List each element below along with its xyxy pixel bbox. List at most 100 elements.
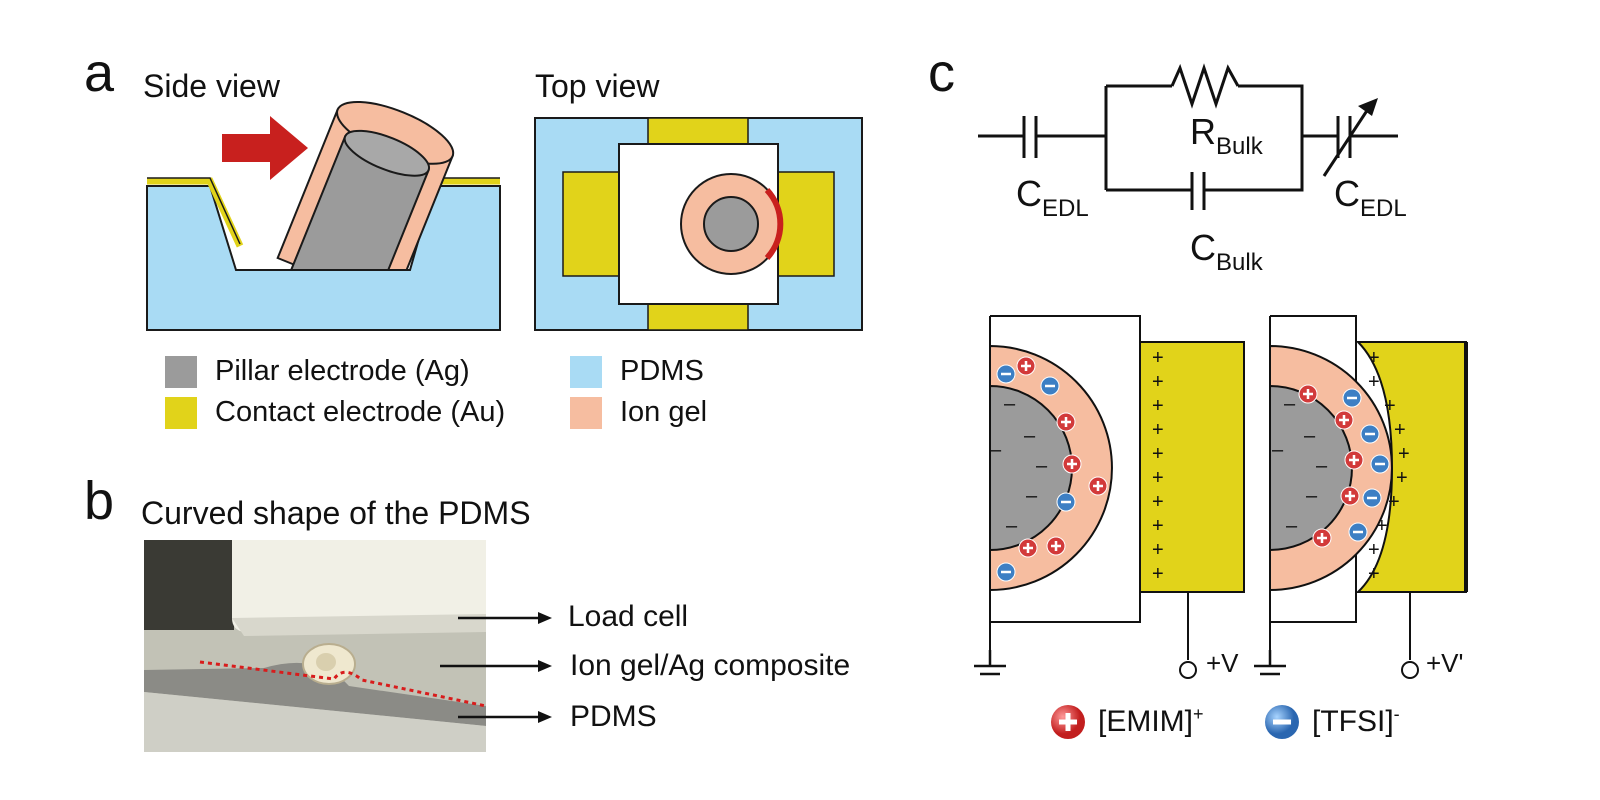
cation-ion (1298, 384, 1318, 404)
plus-charge: + (1368, 563, 1380, 585)
contact-swatch (165, 396, 197, 429)
cation-label: [EMIM]+ (1098, 704, 1204, 738)
plus-charge: + (1152, 515, 1164, 537)
legend-item-iongel: Ion gel (570, 396, 707, 429)
plus-charge: + (1152, 419, 1164, 441)
minus-charge: – (1304, 425, 1316, 447)
minus-charge: – (1036, 455, 1048, 477)
minus-charge: – (1006, 515, 1018, 537)
cation-ion (1046, 536, 1066, 556)
minus-charge: – (1284, 393, 1296, 415)
legend-item-pdms: PDMS (570, 355, 704, 388)
panel-a-drawings (146, 100, 863, 331)
cation-ion (1062, 454, 1082, 474)
plus-charge: + (1368, 347, 1380, 369)
cation-ion (1018, 538, 1038, 558)
svg-text:CBulk: CBulk (1190, 227, 1264, 276)
label-load-cell: Load cell (568, 600, 689, 633)
legend-item-contact: Contact electrode (Au) (165, 396, 505, 429)
legend-label: Ion gel (620, 396, 708, 428)
anion-ion (1342, 388, 1362, 408)
legend-label: Contact electrode (Au) (215, 396, 506, 428)
plus-charge: + (1152, 347, 1164, 369)
left-gold (1139, 341, 1245, 593)
plus-charge: + (1368, 539, 1380, 561)
panel-b-title: Curved shape of the PDMS (141, 495, 531, 531)
variable-arrow (1322, 105, 1372, 177)
panel-b-letter: b (84, 471, 115, 531)
right-terminal (1401, 661, 1419, 679)
edl-schematic: ++++++++++–––––– +V ++++++++++–––––– +V' (974, 315, 1468, 679)
plus-charge: + (1152, 491, 1164, 513)
pdms-swatch (570, 355, 602, 388)
legend-item-pillar: Pillar electrode (Ag) (165, 355, 470, 388)
plus-charge: + (1152, 371, 1164, 393)
anion-ion (1056, 492, 1076, 512)
minus-charge: – (1316, 455, 1328, 477)
panel-b-arrows (440, 612, 552, 723)
cation-ion (1016, 356, 1036, 376)
plus-charge: + (1368, 371, 1380, 393)
plus-charge: + (1396, 467, 1408, 489)
minus-charge: – (1272, 439, 1284, 461)
minus-charge: – (1024, 425, 1036, 447)
variable-arrow-head (1358, 98, 1378, 116)
anion-ion (1362, 488, 1382, 508)
cation-ion (1056, 412, 1076, 432)
svg-text:CEDL: CEDL (1016, 173, 1089, 222)
svg-text:RBulk: RBulk (1190, 111, 1264, 160)
top-silver (703, 196, 759, 252)
left-terminal (1179, 661, 1197, 679)
equivalent-circuit: CEDL RBulk CBulk CEDL (978, 63, 1407, 276)
plus-charge: + (1152, 539, 1164, 561)
anion-ion (1360, 424, 1380, 444)
plus-charge: + (1152, 443, 1164, 465)
label-pdms: PDMS (570, 700, 657, 733)
panel-a-letter: a (84, 43, 115, 103)
cation-icon (1051, 705, 1085, 739)
legend-label: Pillar electrode (Ag) (215, 355, 470, 387)
cation-ion (1340, 486, 1360, 506)
svg-text:CEDL: CEDL (1334, 173, 1407, 222)
cbulk-label: C (1190, 227, 1216, 268)
gold-right (777, 171, 835, 277)
pdms-strip (144, 662, 486, 726)
side-gold-left (147, 177, 244, 248)
minus-charge: – (990, 439, 1002, 461)
plus-charge: + (1376, 515, 1388, 537)
anion-ion (1370, 454, 1390, 474)
anion-label: [TFSI]- (1312, 704, 1400, 738)
top-view-diagram (534, 117, 863, 331)
cation-ion (1344, 450, 1364, 470)
plus-charge: + (1152, 563, 1164, 585)
contact-arc (764, 187, 784, 261)
cation-ion (1088, 476, 1108, 496)
pdms-photo (144, 540, 486, 752)
minus-charge: – (1286, 515, 1298, 537)
pillar-swatch (165, 355, 197, 388)
rbulk-label: R (1190, 111, 1216, 152)
minus-charge: – (1004, 393, 1016, 415)
anion-icon (1265, 705, 1299, 739)
edl-right: ++++++++++–––––– +V' (1254, 315, 1468, 679)
anion-ion (996, 364, 1016, 384)
minus-charge: – (1026, 485, 1038, 507)
plus-charge: + (1152, 395, 1164, 417)
voltage-left: +V (1206, 648, 1239, 678)
resistor-icon (1170, 63, 1240, 109)
plus-charge: + (1394, 419, 1406, 441)
anion-ion (1348, 522, 1368, 542)
legend-label: PDMS (620, 355, 704, 387)
anion-ion (996, 562, 1016, 582)
plus-charge: + (1388, 491, 1400, 513)
right-gold (1355, 341, 1467, 593)
side-pillar (276, 100, 455, 311)
panel-c-letter: c (928, 43, 955, 103)
cedl-right-label: C (1334, 173, 1360, 214)
voltage-right: +V' (1426, 648, 1464, 678)
load-cell (232, 540, 486, 632)
cedl-left-label: C (1016, 173, 1042, 214)
anion-ion (1040, 376, 1060, 396)
plus-charge: + (1152, 467, 1164, 489)
plus-charge: + (1398, 443, 1410, 465)
